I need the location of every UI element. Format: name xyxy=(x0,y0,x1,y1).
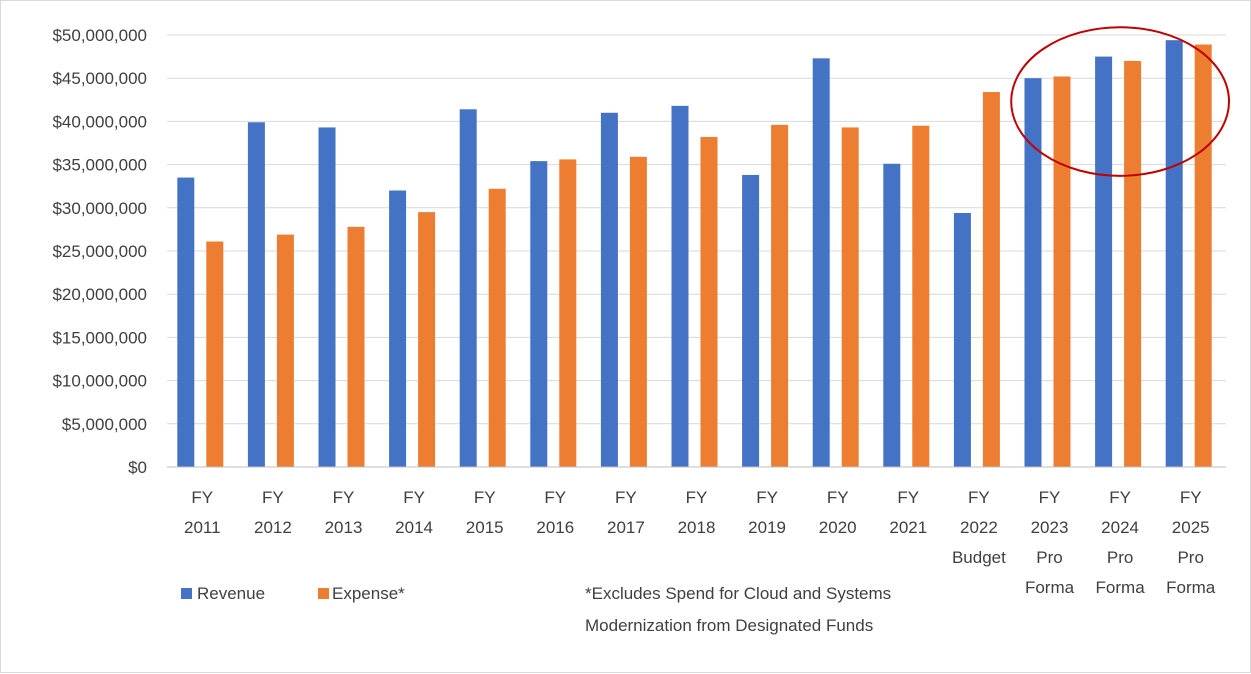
bar-expense xyxy=(418,212,436,467)
bar-revenue xyxy=(389,190,407,467)
x-tick-label: FY xyxy=(615,488,637,507)
x-axis-category-labels: FY 2011 FY 2012 FY 2013 FY 2014 FY 2015 FY 2016 FY 20… xyxy=(184,488,1216,597)
x-tick-label: FY xyxy=(1039,488,1061,507)
bar-expense xyxy=(771,124,789,467)
x-tick-label: Forma xyxy=(1096,578,1146,597)
bar-revenue xyxy=(1165,40,1183,468)
highlight-ellipse xyxy=(1010,26,1230,177)
y-tick-label: $15,000,000 xyxy=(52,328,147,347)
footnote-line-1: *Excludes Spend for Cloud and Systems xyxy=(585,584,891,603)
x-tick-label: 2014 xyxy=(395,518,433,537)
x-tick-label: FY xyxy=(1109,488,1131,507)
bar-revenue xyxy=(883,163,901,467)
y-tick-label: $40,000,000 xyxy=(52,112,147,131)
x-tick-label: 2016 xyxy=(536,518,574,537)
bar-expense xyxy=(700,136,718,467)
bar-revenue xyxy=(742,174,760,467)
bar-expense xyxy=(912,125,930,467)
y-tick-label: $20,000,000 xyxy=(52,285,147,304)
bar-revenue xyxy=(247,122,265,467)
x-tick-label: 2018 xyxy=(678,518,716,537)
bar-revenue xyxy=(1024,78,1042,467)
bar-expense xyxy=(1124,60,1142,468)
footnote: *Excludes Spend for Cloud and Systems Mo… xyxy=(585,584,891,635)
bar-expense xyxy=(841,127,859,467)
x-tick-label: Pro xyxy=(1036,548,1062,567)
bar-expense xyxy=(347,226,365,467)
bar-revenue xyxy=(600,112,618,467)
y-tick-label: $0 xyxy=(128,458,147,477)
x-tick-label: FY xyxy=(333,488,355,507)
x-tick-label: 2011 xyxy=(184,518,221,537)
x-tick-label: 2017 xyxy=(607,518,645,537)
bar-revenue xyxy=(459,109,477,467)
x-tick-label: 2012 xyxy=(254,518,292,537)
x-tick-label: FY xyxy=(686,488,708,507)
x-tick-label: Pro xyxy=(1177,548,1203,567)
bar-expense xyxy=(488,188,506,468)
bar-expense xyxy=(982,92,1000,468)
bar-revenue xyxy=(671,105,689,468)
footnote-line-2: Modernization from Designated Funds xyxy=(585,616,873,635)
x-tick-label: FY xyxy=(191,488,213,507)
legend-label-expense: Expense* xyxy=(332,584,405,603)
x-tick-label: FY xyxy=(756,488,778,507)
legend-label-revenue: Revenue xyxy=(197,584,265,603)
y-tick-label: $10,000,000 xyxy=(52,372,147,391)
x-tick-label: 2023 xyxy=(1031,518,1069,537)
x-tick-label: Forma xyxy=(1025,578,1075,597)
x-tick-label: FY xyxy=(897,488,919,507)
x-tick-label: 2020 xyxy=(819,518,857,537)
x-tick-label: FY xyxy=(262,488,284,507)
x-tick-label: 2024 xyxy=(1101,518,1139,537)
x-tick-label: Pro xyxy=(1107,548,1133,567)
x-tick-label: FY xyxy=(544,488,566,507)
bar-expense xyxy=(276,234,294,467)
x-tick-label: FY xyxy=(403,488,425,507)
x-tick-label: FY xyxy=(1180,488,1202,507)
bar-expense xyxy=(1053,76,1071,468)
legend: Revenue Expense* xyxy=(181,584,405,603)
x-tick-label: Forma xyxy=(1166,578,1216,597)
bar-revenue xyxy=(1095,56,1113,467)
x-tick-label: 2013 xyxy=(325,518,363,537)
y-tick-label: $35,000,000 xyxy=(52,156,147,175)
y-tick-label: $45,000,000 xyxy=(52,69,147,88)
bar-revenue xyxy=(530,161,548,468)
bar-expense xyxy=(1194,44,1212,468)
bar-expense xyxy=(206,241,224,467)
x-tick-label: 2015 xyxy=(466,518,504,537)
x-tick-label: Budget xyxy=(952,548,1006,567)
bar-expense xyxy=(629,156,647,467)
bar-revenue xyxy=(812,58,830,467)
legend-swatch-expense xyxy=(318,588,329,599)
x-tick-label: 2019 xyxy=(748,518,786,537)
x-tick-label: FY xyxy=(474,488,496,507)
x-tick-label: 2021 xyxy=(889,518,927,537)
y-tick-label: $50,000,000 xyxy=(52,26,147,45)
x-tick-label: 2022 xyxy=(960,518,998,537)
x-tick-label: 2025 xyxy=(1172,518,1210,537)
bar-revenue xyxy=(953,212,971,467)
y-tick-label: $25,000,000 xyxy=(52,242,147,261)
highlight-annotation xyxy=(1010,26,1230,177)
bar-expense xyxy=(559,159,577,467)
x-tick-label: FY xyxy=(827,488,849,507)
legend-swatch-revenue xyxy=(181,588,192,599)
bars xyxy=(177,40,1212,468)
y-axis-tick-labels: $0 $5,000,000 $10,000,000 $15,000,000 $20,00… xyxy=(52,26,147,477)
bar-revenue xyxy=(318,127,336,467)
gridlines xyxy=(167,34,1226,425)
bar-revenue xyxy=(177,177,195,467)
y-tick-label: $30,000,000 xyxy=(52,199,147,218)
x-tick-label: FY xyxy=(968,488,990,507)
y-tick-label: $5,000,000 xyxy=(62,415,147,434)
